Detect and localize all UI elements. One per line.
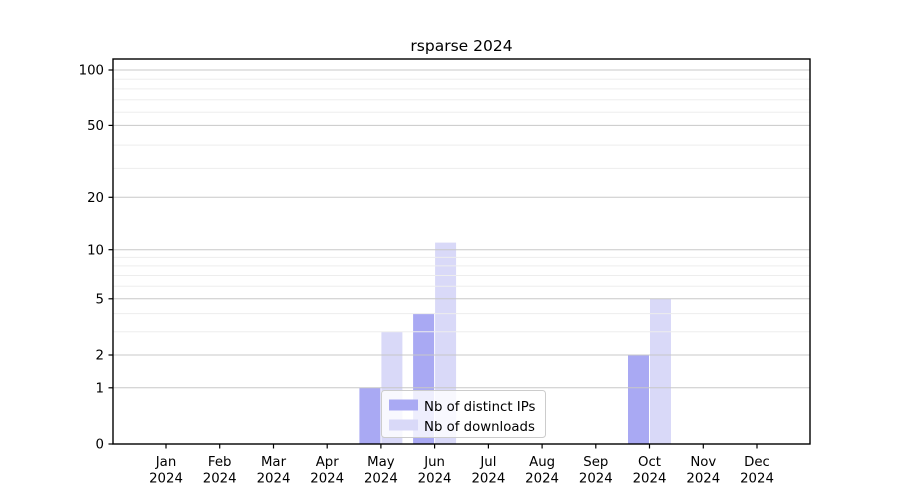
y-tick-label: 10	[87, 243, 104, 258]
x-tick-label-year: 2024	[203, 472, 237, 487]
axes-layer	[108, 58, 811, 449]
x-tick-label-month: Jan	[155, 455, 177, 470]
bar	[359, 387, 381, 444]
legend-box	[381, 390, 546, 438]
x-tick-label-month: Nov	[690, 455, 716, 470]
x-tick-label-month: May	[367, 455, 395, 470]
legend-label: Nb of distinct IPs	[424, 400, 536, 415]
x-tick-label-year: 2024	[257, 472, 291, 487]
y-tick-label: 20	[87, 191, 104, 206]
y-tick-label: 5	[96, 293, 104, 308]
legend-label: Nb of downloads	[424, 420, 535, 435]
y-tick-label: 50	[87, 119, 104, 134]
x-tick-label-month: Feb	[208, 455, 232, 470]
x-tick-label-year: 2024	[740, 472, 774, 487]
x-tick-label-month: Jun	[423, 455, 445, 470]
x-tick-label-year: 2024	[579, 472, 613, 487]
x-tick-label-month: Dec	[744, 455, 770, 470]
x-tick-label-year: 2024	[525, 472, 559, 487]
bar	[650, 298, 671, 444]
plot-border	[112, 58, 811, 445]
chart-title: rsparse 2024	[410, 37, 512, 55]
y-tick-label: 2	[96, 349, 104, 364]
gridlines-layer	[113, 69, 810, 389]
y-tick-label: 0	[96, 438, 104, 453]
y-tick-label: 100	[79, 64, 104, 79]
x-tick-label-year: 2024	[149, 472, 183, 487]
x-tick-label-month: Apr	[316, 455, 340, 470]
x-tick-label-month: Jul	[479, 455, 496, 470]
x-tick-label-year: 2024	[686, 472, 720, 487]
tick-labels-layer: 0 1 2 5 10 20 50 100 Jan 2024 Feb 2024 Mar 2024 Apr 202…	[79, 64, 774, 487]
bar	[628, 355, 649, 444]
x-tick-label-year: 2024	[364, 472, 398, 487]
x-tick-label-year: 2024	[310, 472, 344, 487]
x-tick-label-year: 2024	[633, 472, 667, 487]
legend: Nb of distinct IPs Nb of downloads	[381, 390, 546, 438]
x-tick-label-month: Mar	[261, 455, 287, 470]
x-tick-label-year: 2024	[418, 472, 452, 487]
x-tick-label-month: Oct	[638, 455, 661, 470]
legend-swatch	[389, 419, 418, 431]
x-tick-label-year: 2024	[471, 472, 505, 487]
legend-swatch	[389, 399, 418, 411]
y-tick-label: 1	[96, 382, 104, 397]
x-tick-label-month: Aug	[529, 455, 555, 470]
x-tick-label-month: Sep	[583, 455, 608, 470]
